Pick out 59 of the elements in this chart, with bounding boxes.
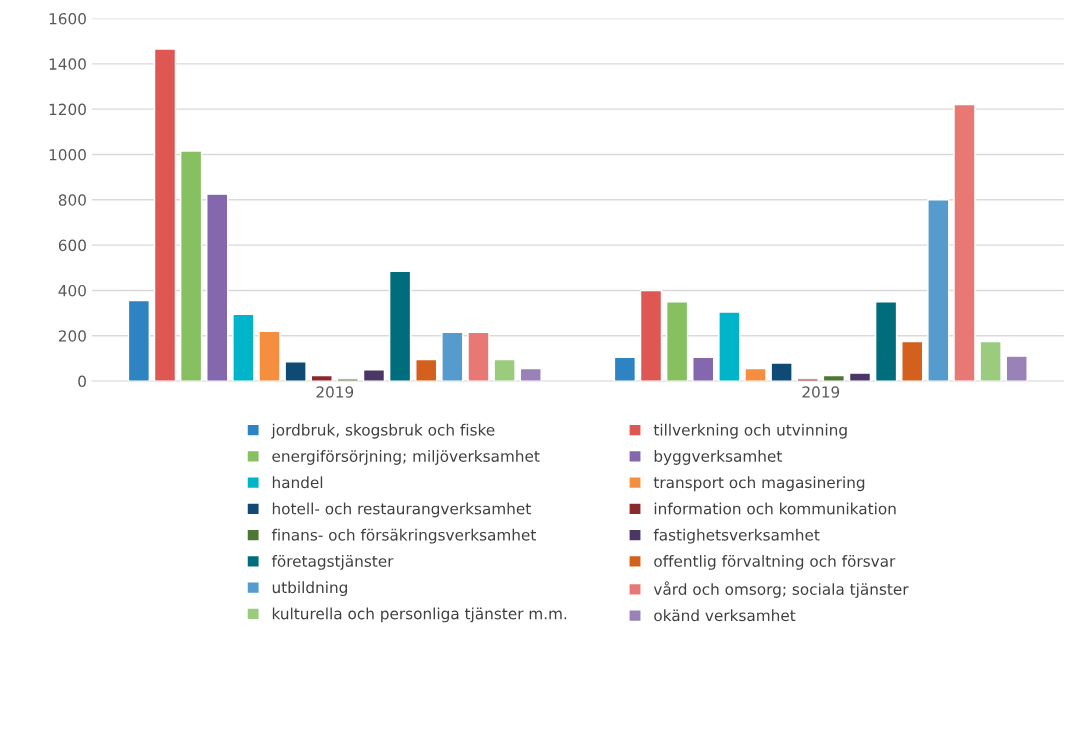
legend-label: jordbruk, skogsbruk och fiske bbox=[271, 423, 495, 439]
bar bbox=[206, 193, 229, 382]
legend-label: finans- och försäkringsverksamhet bbox=[271, 528, 536, 544]
bar bbox=[639, 289, 663, 382]
bar bbox=[467, 331, 490, 382]
bar bbox=[953, 103, 976, 382]
bar bbox=[415, 358, 438, 382]
legend-label: energiförsörjning; miljöverksamhet bbox=[272, 450, 540, 465]
y-tick-label: 1000 bbox=[49, 148, 86, 161]
bar bbox=[1005, 355, 1028, 382]
bar bbox=[744, 367, 767, 382]
legend-label: utbildning bbox=[272, 581, 347, 597]
legend-label: företagstjänster bbox=[271, 555, 394, 570]
legend-label: hotell- och restaurangverksamhet bbox=[272, 502, 531, 518]
legend-label: tillverkning och utvinning bbox=[653, 423, 847, 439]
legend-label: information och kommunikation bbox=[654, 502, 896, 515]
bar bbox=[179, 150, 203, 382]
bar bbox=[770, 362, 793, 382]
bar bbox=[362, 369, 386, 382]
bar bbox=[822, 374, 846, 382]
bar bbox=[441, 331, 464, 382]
y-tick-label: 1600 bbox=[49, 12, 86, 25]
bar bbox=[336, 378, 360, 382]
bar bbox=[388, 270, 412, 382]
bar bbox=[232, 313, 255, 382]
bar bbox=[901, 340, 924, 382]
y-tick-label: 800 bbox=[58, 194, 86, 206]
bar bbox=[665, 301, 689, 382]
x-tick-label: 2019 bbox=[316, 386, 354, 398]
legend-label: byggverksamhet bbox=[654, 450, 782, 465]
legend-label: vård och omsorg; sociala tjänster bbox=[653, 581, 909, 598]
y-tick-label: 1400 bbox=[49, 58, 86, 70]
y-tick-label: 200 bbox=[58, 330, 86, 342]
bar bbox=[718, 311, 741, 382]
y-tick-label: 600 bbox=[58, 239, 86, 252]
legend-label: okänd verksamhet bbox=[654, 609, 796, 622]
x-tick-label: 2019 bbox=[802, 386, 840, 398]
bar bbox=[874, 301, 898, 382]
bar bbox=[927, 199, 950, 382]
bar bbox=[127, 299, 151, 382]
y-tick-label: 400 bbox=[58, 284, 86, 297]
y-tick-label: 1200 bbox=[49, 103, 86, 116]
y-tick-label: 0 bbox=[78, 375, 86, 388]
bar bbox=[979, 340, 1002, 382]
bar bbox=[613, 356, 637, 382]
bar bbox=[284, 361, 307, 382]
bar bbox=[848, 372, 872, 382]
bar bbox=[493, 358, 516, 382]
bar bbox=[519, 367, 542, 382]
bar bbox=[692, 356, 715, 382]
legend-label: transport och magasinering bbox=[653, 476, 865, 492]
legend-label: kulturella och personliga tjänster m.m. bbox=[272, 607, 567, 623]
bar bbox=[258, 330, 281, 382]
bar bbox=[310, 374, 333, 382]
bar bbox=[153, 48, 177, 382]
bar bbox=[796, 378, 819, 382]
legend-label: fastighetsverksamhet bbox=[653, 528, 820, 544]
legend-label: offentlig förvaltning och försvar bbox=[654, 555, 896, 570]
legend-label: handel bbox=[272, 476, 323, 489]
